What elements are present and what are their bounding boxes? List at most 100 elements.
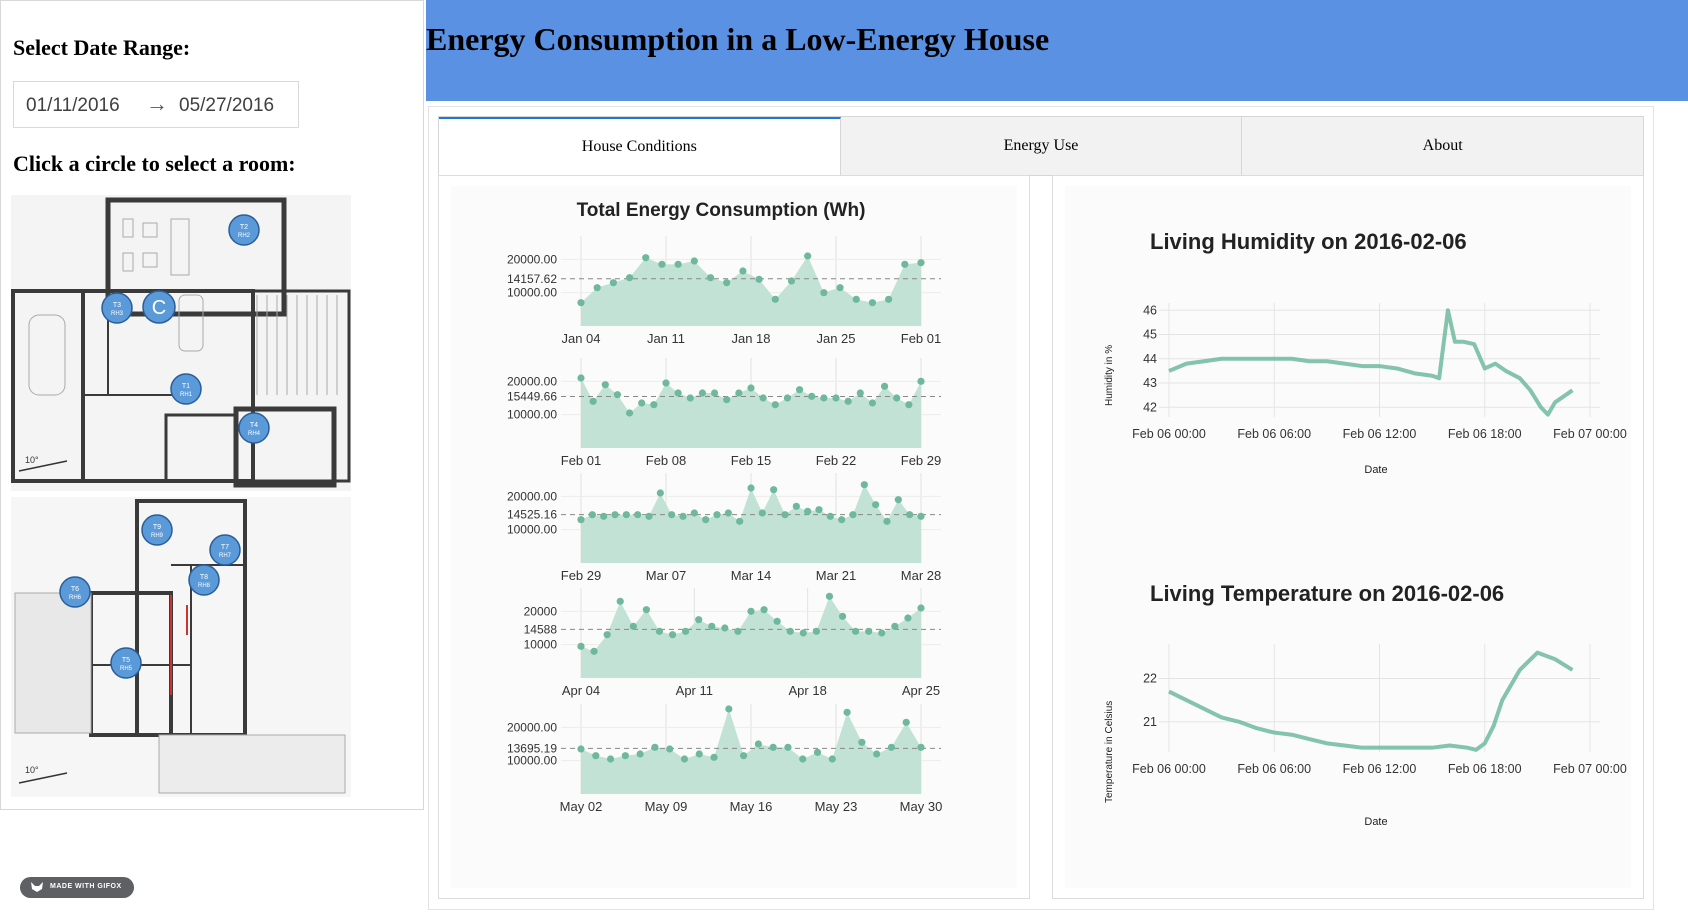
energy-point[interactable] — [723, 396, 731, 404]
energy-point[interactable] — [625, 409, 634, 417]
energy-point[interactable] — [773, 617, 781, 625]
energy-point[interactable] — [804, 507, 812, 515]
energy-point[interactable] — [695, 616, 703, 624]
energy-point[interactable] — [706, 274, 715, 282]
energy-point[interactable] — [856, 389, 864, 397]
energy-point[interactable] — [609, 279, 617, 287]
room-circle[interactable] — [141, 514, 173, 546]
energy-point[interactable] — [666, 745, 674, 753]
energy-point[interactable] — [917, 512, 925, 520]
energy-point[interactable] — [804, 252, 812, 260]
energy-point[interactable] — [577, 374, 585, 382]
energy-point[interactable] — [577, 299, 585, 307]
energy-point[interactable] — [820, 289, 828, 297]
room-circle[interactable] — [228, 214, 260, 246]
energy-point[interactable] — [917, 604, 925, 612]
energy-point[interactable] — [679, 512, 687, 520]
energy-point[interactable] — [636, 750, 644, 758]
energy-point[interactable] — [844, 397, 852, 405]
energy-point[interactable] — [858, 738, 866, 746]
energy-point[interactable] — [852, 295, 860, 303]
energy-point[interactable] — [812, 627, 820, 635]
energy-point[interactable] — [680, 755, 689, 763]
energy-point[interactable] — [622, 511, 630, 519]
energy-point[interactable] — [662, 379, 670, 387]
energy-point[interactable] — [783, 394, 792, 402]
energy-point[interactable] — [917, 743, 925, 751]
energy-point[interactable] — [754, 740, 762, 748]
energy-point[interactable] — [808, 392, 816, 400]
room-circle[interactable] — [170, 373, 202, 405]
energy-point[interactable] — [905, 401, 913, 409]
tab-house-conditions[interactable]: House Conditions — [439, 117, 841, 175]
energy-point[interactable] — [621, 752, 629, 760]
energy-point[interactable] — [603, 631, 611, 639]
energy-point[interactable] — [872, 501, 880, 509]
energy-point[interactable] — [686, 394, 694, 402]
energy-point[interactable] — [820, 394, 828, 402]
energy-point[interactable] — [740, 752, 748, 760]
energy-point[interactable] — [849, 511, 857, 519]
energy-point[interactable] — [651, 743, 659, 751]
energy-point[interactable] — [577, 642, 585, 650]
energy-point[interactable] — [815, 506, 823, 514]
tab-energy-use[interactable]: Energy Use — [840, 117, 1243, 175]
date-range-picker[interactable]: 01/11/2016 → 05/27/2016 — [13, 81, 299, 128]
energy-point[interactable] — [721, 624, 729, 632]
tab-about[interactable]: About — [1242, 117, 1644, 175]
energy-point[interactable] — [606, 755, 615, 763]
energy-point[interactable] — [902, 718, 910, 726]
energy-point[interactable] — [891, 622, 899, 630]
energy-point[interactable] — [713, 511, 721, 519]
energy-point[interactable] — [682, 627, 690, 635]
room-circle[interactable] — [142, 290, 176, 324]
room-circle[interactable] — [238, 412, 270, 444]
room-circle[interactable] — [59, 576, 91, 608]
energy-point[interactable] — [747, 384, 755, 392]
energy-point[interactable] — [655, 627, 664, 635]
energy-point[interactable] — [781, 511, 789, 519]
energy-point[interactable] — [887, 743, 896, 751]
energy-point[interactable] — [906, 511, 914, 519]
energy-point[interactable] — [734, 627, 742, 635]
energy-point[interactable] — [638, 399, 646, 407]
energy-point[interactable] — [642, 606, 650, 614]
date-end-input[interactable]: 05/27/2016 — [179, 95, 275, 116]
energy-point[interactable] — [708, 622, 716, 630]
energy-point[interactable] — [828, 755, 836, 763]
energy-point[interactable] — [901, 260, 909, 268]
energy-point[interactable] — [880, 382, 889, 390]
energy-point[interactable] — [758, 509, 766, 517]
energy-point[interactable] — [865, 627, 873, 635]
energy-point[interactable] — [668, 511, 676, 519]
room-circle[interactable] — [209, 534, 241, 566]
energy-point[interactable] — [577, 745, 585, 753]
energy-point[interactable] — [826, 512, 834, 520]
energy-point[interactable] — [759, 394, 767, 402]
energy-point[interactable] — [592, 752, 600, 760]
date-start-input[interactable]: 01/11/2016 — [26, 95, 120, 116]
energy-point[interactable] — [625, 274, 634, 282]
energy-point[interactable] — [642, 254, 650, 262]
energy-point[interactable] — [611, 511, 619, 519]
energy-point[interactable] — [813, 748, 822, 756]
energy-point[interactable] — [658, 260, 666, 268]
energy-point[interactable] — [723, 279, 731, 287]
energy-point[interactable] — [645, 512, 653, 520]
energy-point[interactable] — [702, 516, 710, 524]
energy-point[interactable] — [838, 612, 847, 620]
energy-point[interactable] — [695, 750, 703, 758]
energy-point[interactable] — [724, 509, 732, 517]
energy-point[interactable] — [710, 753, 718, 761]
energy-point[interactable] — [843, 708, 851, 716]
energy-point[interactable] — [674, 260, 682, 268]
energy-point[interactable] — [787, 277, 796, 285]
room-circle[interactable] — [110, 647, 142, 679]
energy-point[interactable] — [786, 627, 794, 635]
energy-point[interactable] — [868, 299, 877, 307]
